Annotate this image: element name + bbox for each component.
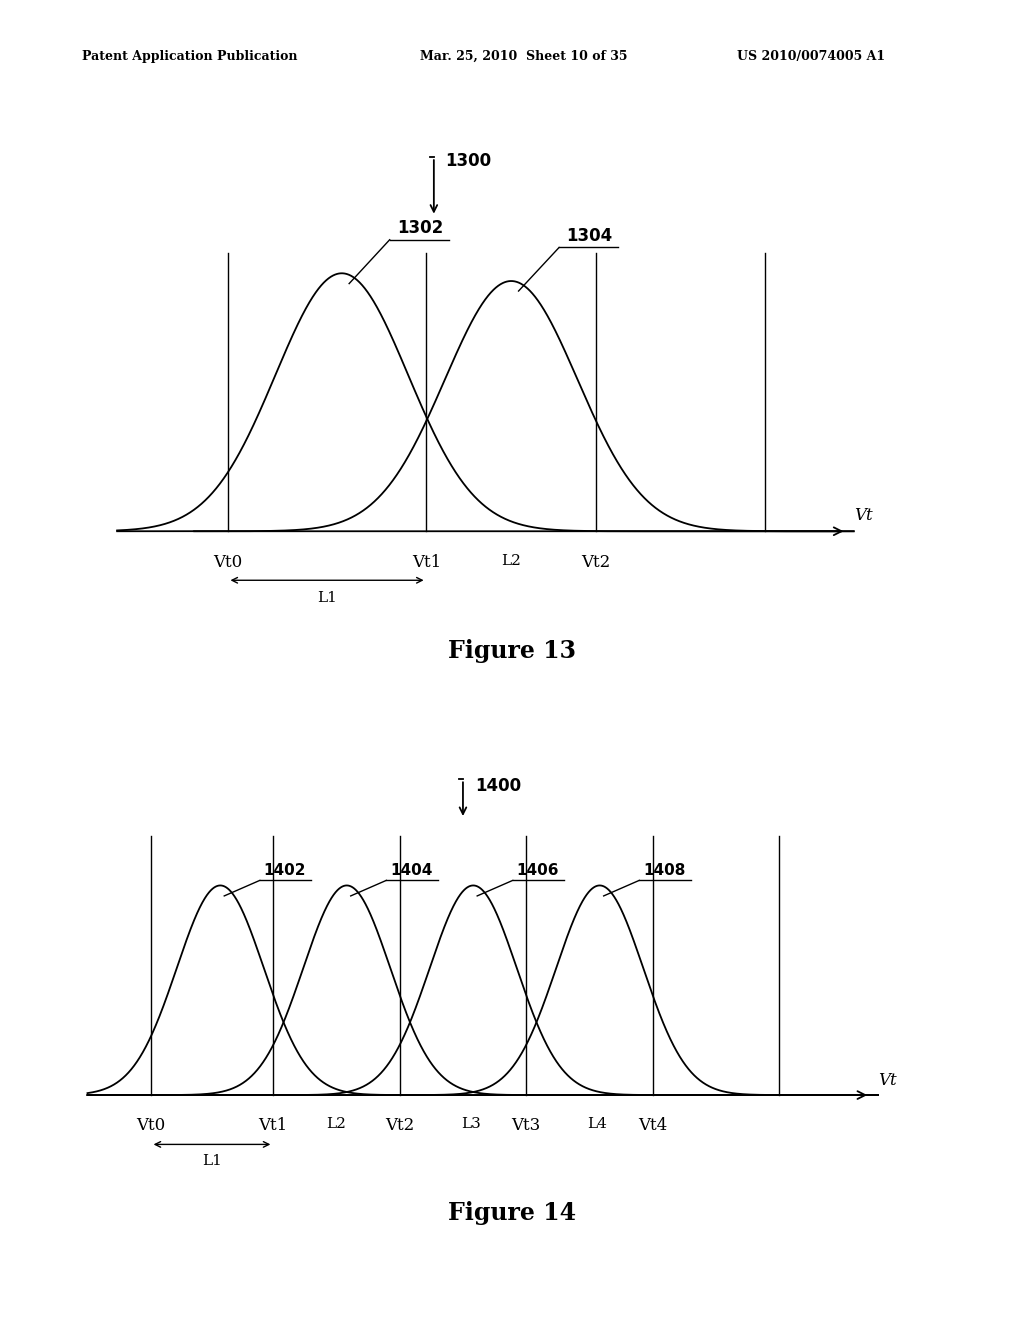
Text: 1406: 1406 — [517, 863, 559, 878]
Text: L2: L2 — [502, 554, 521, 569]
Text: L3: L3 — [461, 1117, 480, 1131]
Text: Vt1: Vt1 — [259, 1117, 288, 1134]
Text: Vt1: Vt1 — [412, 554, 441, 572]
Text: Figure 14: Figure 14 — [447, 1201, 577, 1225]
Text: Vt4: Vt4 — [638, 1117, 668, 1134]
Text: 1302: 1302 — [397, 219, 443, 238]
Text: L4: L4 — [588, 1117, 607, 1131]
Text: Patent Application Publication: Patent Application Publication — [82, 50, 297, 63]
Text: Vt3: Vt3 — [512, 1117, 541, 1134]
Text: 1400: 1400 — [475, 777, 521, 795]
Text: US 2010/0074005 A1: US 2010/0074005 A1 — [737, 50, 886, 63]
Text: Vt2: Vt2 — [582, 554, 610, 572]
Text: Vt2: Vt2 — [385, 1117, 415, 1134]
Text: 1402: 1402 — [264, 863, 306, 878]
Text: L1: L1 — [202, 1154, 222, 1168]
Text: 1404: 1404 — [390, 863, 432, 878]
Text: Figure 13: Figure 13 — [449, 639, 575, 663]
Text: Vt: Vt — [878, 1072, 897, 1089]
Text: L2: L2 — [327, 1117, 346, 1131]
Text: 1408: 1408 — [643, 863, 685, 878]
Text: Mar. 25, 2010  Sheet 10 of 35: Mar. 25, 2010 Sheet 10 of 35 — [420, 50, 628, 63]
Text: 1300: 1300 — [444, 152, 492, 170]
Text: 1304: 1304 — [566, 227, 612, 246]
Text: L1: L1 — [317, 590, 337, 605]
Text: Vt0: Vt0 — [136, 1117, 165, 1134]
Text: Vt0: Vt0 — [213, 554, 243, 572]
Text: Vt: Vt — [854, 507, 872, 524]
